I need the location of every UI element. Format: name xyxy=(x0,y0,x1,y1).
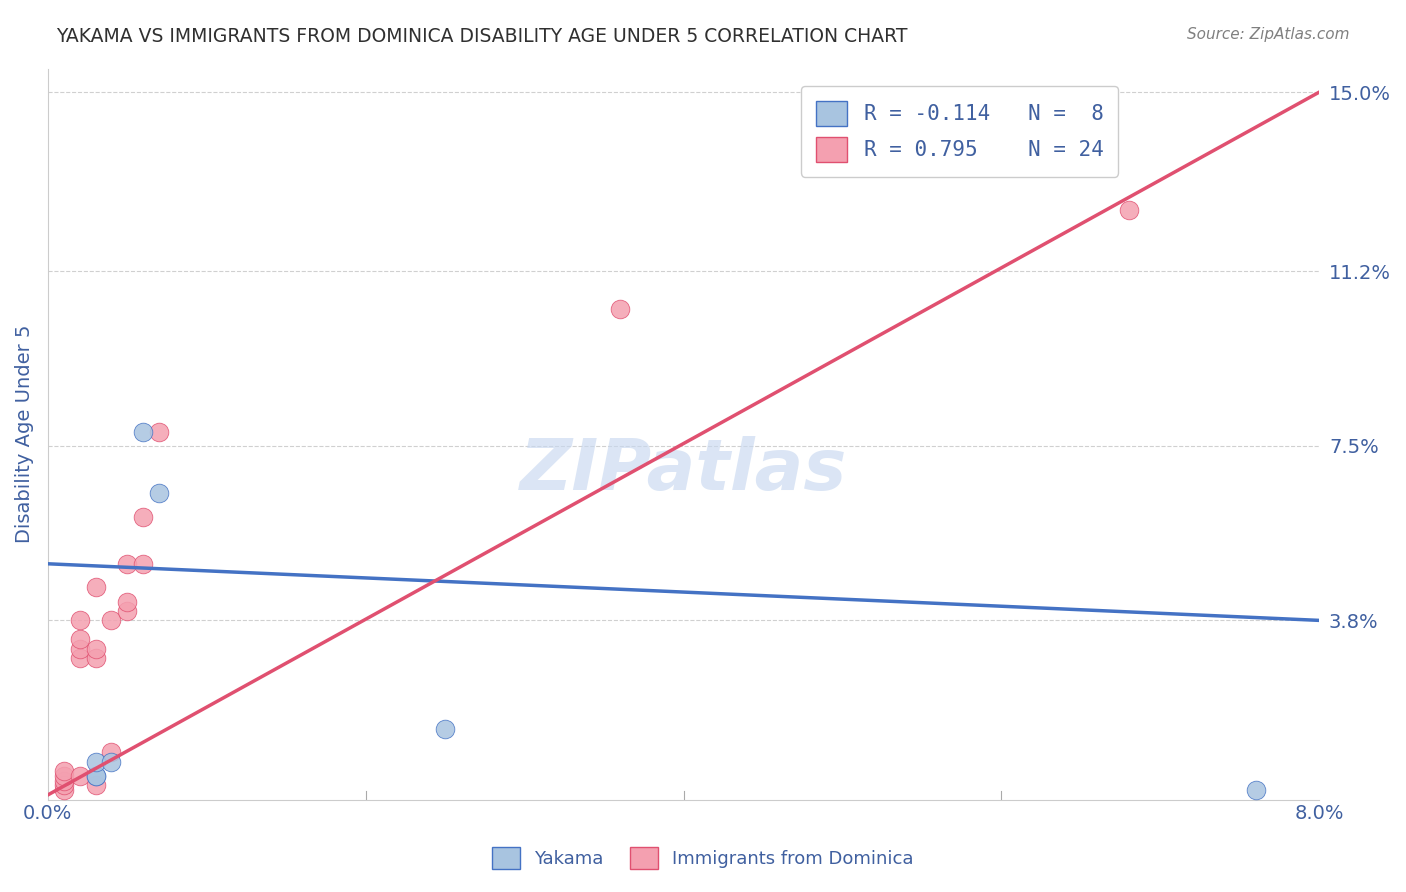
Point xyxy=(84,769,107,783)
Point xyxy=(1118,202,1140,217)
Point xyxy=(148,425,170,439)
Text: YAKAMA VS IMMIGRANTS FROM DOMINICA DISABILITY AGE UNDER 5 CORRELATION CHART: YAKAMA VS IMMIGRANTS FROM DOMINICA DISAB… xyxy=(56,27,908,45)
Point xyxy=(1244,783,1267,797)
Point xyxy=(52,779,75,793)
Point xyxy=(84,769,107,783)
Point xyxy=(132,557,155,571)
Point xyxy=(69,651,91,665)
Point xyxy=(52,769,75,783)
Point xyxy=(434,722,457,736)
Point xyxy=(100,755,122,769)
Point xyxy=(52,783,75,797)
Point xyxy=(84,779,107,793)
Point xyxy=(100,746,122,760)
Point xyxy=(132,425,155,439)
Point xyxy=(609,301,631,316)
Point xyxy=(84,580,107,594)
Point xyxy=(52,764,75,779)
Point xyxy=(132,509,155,524)
Point xyxy=(69,632,91,647)
Point xyxy=(69,769,91,783)
Text: ZIPatlas: ZIPatlas xyxy=(520,436,848,505)
Point xyxy=(84,755,107,769)
Point xyxy=(52,773,75,788)
Point xyxy=(117,557,139,571)
Point xyxy=(69,613,91,627)
Legend: R = -0.114   N =  8, R = 0.795    N = 24: R = -0.114 N = 8, R = 0.795 N = 24 xyxy=(801,87,1118,177)
Text: Source: ZipAtlas.com: Source: ZipAtlas.com xyxy=(1187,27,1350,42)
Point xyxy=(117,604,139,618)
Y-axis label: Disability Age Under 5: Disability Age Under 5 xyxy=(15,325,34,543)
Point xyxy=(84,651,107,665)
Point xyxy=(148,486,170,500)
Point xyxy=(84,641,107,656)
Point xyxy=(69,641,91,656)
Point xyxy=(117,594,139,608)
Point xyxy=(100,613,122,627)
Legend: Yakama, Immigrants from Dominica: Yakama, Immigrants from Dominica xyxy=(484,838,922,879)
